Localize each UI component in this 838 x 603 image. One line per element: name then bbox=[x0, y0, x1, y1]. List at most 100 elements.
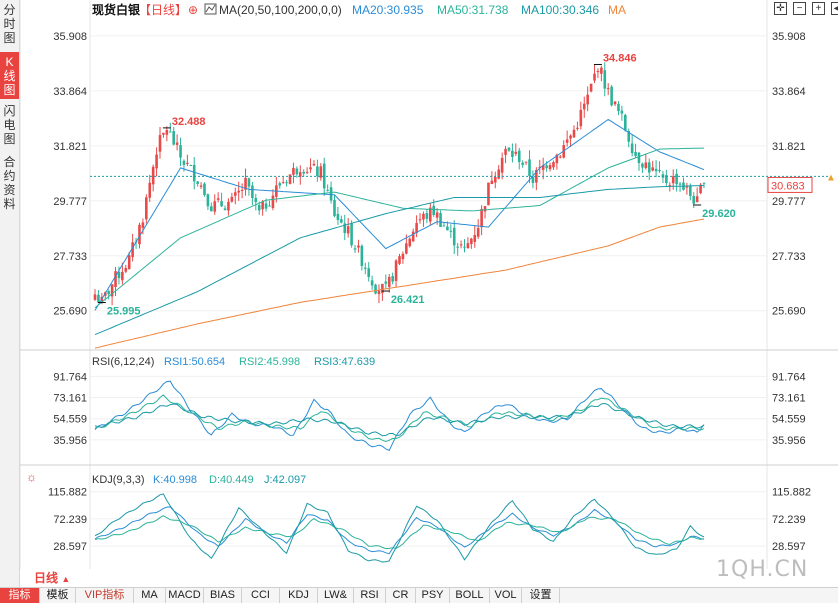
candle-body bbox=[97, 294, 100, 303]
indicator-tab[interactable]: 指标 bbox=[0, 588, 40, 603]
rsi-rsi2-line bbox=[94, 394, 705, 443]
kdj-left-tick-label: 72.239 bbox=[53, 514, 87, 526]
kline-chart[interactable]: 现货白银 【日线】 ⊕ MA(20,50,100,200,0,0) MA20:3… bbox=[0, 0, 838, 569]
candle-body bbox=[617, 103, 620, 111]
candle-body bbox=[206, 194, 210, 207]
indicator-tab[interactable]: MACD bbox=[166, 588, 204, 603]
candle-body bbox=[264, 203, 268, 209]
sidebar-tab-flash[interactable]: 闪电图 bbox=[3, 104, 16, 146]
candle-body bbox=[251, 185, 254, 199]
candle-body bbox=[210, 206, 213, 212]
indicator-tab[interactable]: BOLL bbox=[450, 588, 490, 603]
rsi-rsi3-line bbox=[94, 402, 705, 437]
candle-body bbox=[254, 197, 258, 203]
sidebar-tab-kline[interactable]: K线图 bbox=[0, 52, 19, 99]
high-annotation: 32.488 bbox=[172, 116, 206, 128]
indicator-tab[interactable]: PSY bbox=[416, 588, 450, 603]
indicator-tab[interactable]: CR bbox=[386, 588, 416, 603]
candle-body bbox=[227, 201, 230, 211]
candle-body bbox=[377, 290, 381, 295]
candle-body bbox=[689, 185, 692, 196]
zoom-out-icon[interactable]: − bbox=[793, 2, 806, 15]
sidebar-tab-timeshare[interactable]: 分时图 bbox=[3, 3, 16, 45]
ma20-value: MA20:30.935 bbox=[352, 3, 424, 17]
ma-settings-icon[interactable] bbox=[204, 3, 217, 15]
rsi3-value: RSI3:47.639 bbox=[314, 356, 375, 368]
period-selector[interactable]: 日线 ▲ bbox=[20, 569, 82, 587]
candle-body bbox=[131, 242, 134, 258]
add-indicator-icon[interactable]: ⊕ bbox=[188, 3, 198, 17]
candle-body bbox=[463, 246, 466, 248]
indicator-tab[interactable]: RSI bbox=[354, 588, 386, 603]
last-price-box bbox=[767, 176, 813, 193]
indicator-tab[interactable]: KDJ bbox=[280, 588, 318, 603]
candle-body bbox=[528, 159, 531, 177]
candle-body bbox=[425, 213, 429, 219]
price-left-tick-label: 35.908 bbox=[53, 31, 87, 43]
candle-body bbox=[576, 127, 579, 129]
ma200-line bbox=[94, 218, 705, 349]
candle-body bbox=[473, 234, 477, 242]
candle-body bbox=[555, 154, 559, 164]
candle-body bbox=[579, 109, 583, 127]
candle-body bbox=[641, 163, 644, 168]
indicator-tab[interactable]: BIAS bbox=[204, 588, 242, 603]
sun-settings-icon[interactable]: ☼ bbox=[26, 470, 37, 484]
kdj-k-value: K:40.998 bbox=[153, 474, 197, 486]
candle-body bbox=[428, 207, 432, 222]
candle-body bbox=[678, 183, 682, 185]
indicator-tab[interactable]: VIP指标 bbox=[76, 588, 134, 603]
candle-body bbox=[541, 165, 545, 170]
candle-body bbox=[278, 183, 282, 186]
candle-body bbox=[110, 284, 114, 297]
indicator-tab[interactable]: CCI bbox=[242, 588, 280, 603]
candle-body bbox=[521, 162, 524, 165]
candle-body bbox=[665, 175, 668, 184]
candle-body bbox=[216, 198, 220, 200]
candle-body bbox=[121, 271, 124, 281]
candle-body bbox=[374, 284, 377, 294]
rsi-right-tick-label: 35.956 bbox=[772, 435, 806, 447]
candle-body bbox=[394, 260, 398, 281]
candle-body bbox=[179, 145, 182, 158]
candle-body bbox=[500, 157, 504, 173]
indicator-tab[interactable]: 设置 bbox=[522, 588, 560, 603]
scroll-left-icon[interactable]: ◀ bbox=[831, 2, 838, 15]
candle-body bbox=[257, 205, 261, 211]
indicator-tab[interactable]: LW& bbox=[318, 588, 354, 603]
rsi-left-tick-label: 73.161 bbox=[53, 393, 87, 405]
high-annotation: 34.846 bbox=[603, 52, 637, 64]
candle-body bbox=[281, 182, 285, 184]
candle-body bbox=[353, 248, 357, 250]
zoom-in-icon[interactable]: + bbox=[812, 2, 825, 15]
left-sidebar: 分时图 K线图 闪电图 合约资料 bbox=[0, 0, 20, 590]
candle-body bbox=[552, 162, 555, 168]
rsi-rsi1-line bbox=[94, 380, 705, 452]
candle-body bbox=[117, 271, 121, 279]
indicator-tab[interactable]: 模板 bbox=[40, 588, 76, 603]
candle-body bbox=[422, 213, 425, 220]
indicator-tab[interactable]: VOL bbox=[490, 588, 522, 603]
candle-body bbox=[107, 291, 110, 295]
ma100-line bbox=[94, 185, 705, 336]
candle-body bbox=[223, 208, 227, 211]
candle-body bbox=[138, 224, 141, 245]
candle-body bbox=[654, 168, 658, 172]
ma50-value: MA50:31.738 bbox=[437, 3, 509, 17]
indicator-tab[interactable]: MA bbox=[134, 588, 166, 603]
price-right-tick-label: 31.821 bbox=[772, 141, 806, 153]
sidebar-tab-contract[interactable]: 合约资料 bbox=[3, 155, 16, 211]
candle-body bbox=[459, 244, 463, 246]
candle-body bbox=[213, 201, 217, 212]
candle-body bbox=[418, 219, 422, 221]
crosshair-icon[interactable]: ✛ bbox=[774, 2, 787, 15]
price-left-tick-label: 25.690 bbox=[53, 306, 87, 318]
candle-body bbox=[237, 190, 240, 193]
candle-body bbox=[316, 166, 319, 177]
candle-body bbox=[603, 70, 607, 89]
candle-body bbox=[387, 276, 391, 287]
candle-body bbox=[240, 189, 244, 191]
candle-body bbox=[370, 280, 374, 286]
kdj-j-value: J:42.097 bbox=[264, 474, 306, 486]
candle-body bbox=[114, 271, 117, 287]
